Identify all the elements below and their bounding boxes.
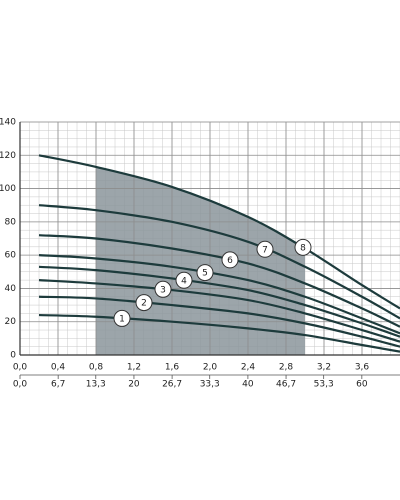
curve-label: 7	[262, 245, 268, 255]
pump-curve	[38, 254, 400, 335]
curve-label-circle	[154, 280, 172, 298]
curve-label-circle	[113, 309, 131, 327]
x-tick-label: 0,0	[13, 363, 28, 373]
curve-label: 5	[202, 269, 208, 279]
x2-tick-label: 33,3	[200, 380, 220, 390]
x2-tick-label: 6,7	[51, 380, 65, 390]
pump-curve	[38, 295, 400, 348]
x-tick-label: 1,6	[165, 363, 180, 373]
curve-label: 6	[227, 256, 233, 266]
curve-label-circle	[196, 264, 214, 282]
curve-label-circle	[135, 294, 153, 312]
y-tick-label: 40	[5, 284, 17, 294]
curve-label: 2	[141, 299, 147, 309]
y-tick-label: 20	[5, 317, 17, 327]
pump-curve	[38, 265, 400, 338]
x-tick-label: 0,8	[89, 363, 104, 373]
y-tick-label: 80	[5, 217, 17, 227]
x-tick-label: 2,8	[279, 363, 294, 373]
curve-label: 3	[160, 285, 166, 295]
x2-tick-label: 13,3	[86, 380, 106, 390]
curve-label: 8	[300, 243, 306, 253]
x2-tick-label: 26,7	[162, 380, 182, 390]
x-tick-label: 3,6	[355, 363, 370, 373]
pump-curve	[38, 279, 400, 343]
x-tick-label: 2,0	[203, 363, 218, 373]
pump-curve	[38, 313, 400, 353]
curve-label-circle	[294, 238, 312, 256]
curve-label: 4	[181, 276, 187, 286]
y-tick-label: 100	[0, 184, 16, 194]
x2-tick-label: 20	[128, 380, 140, 390]
x2-tick-label: 60	[356, 380, 368, 390]
x2-tick-label: 40	[242, 380, 254, 390]
x2-tick-label: 0,0	[13, 380, 28, 390]
x2-tick-label: 46,7	[276, 380, 296, 390]
curve-label: 1	[119, 314, 125, 324]
curve-label-circle	[221, 251, 239, 269]
y-tick-label: 120	[0, 151, 16, 161]
x-tick-label: 1,2	[127, 363, 141, 373]
x-tick-label: 3,2	[317, 363, 331, 373]
y-tick-label: 140	[0, 118, 16, 128]
x-tick-label: 2,4	[241, 363, 256, 373]
pump-curve	[38, 234, 400, 328]
curve-label-circle	[256, 240, 274, 258]
pump-curve	[38, 154, 400, 310]
y-tick-label: 60	[5, 251, 17, 261]
x-tick-label: 0,4	[51, 363, 66, 373]
y-tick-label: 0	[10, 351, 16, 361]
x2-tick-label: 53,3	[314, 380, 334, 390]
pump-curve	[38, 204, 400, 320]
curve-label-circle	[175, 271, 193, 289]
